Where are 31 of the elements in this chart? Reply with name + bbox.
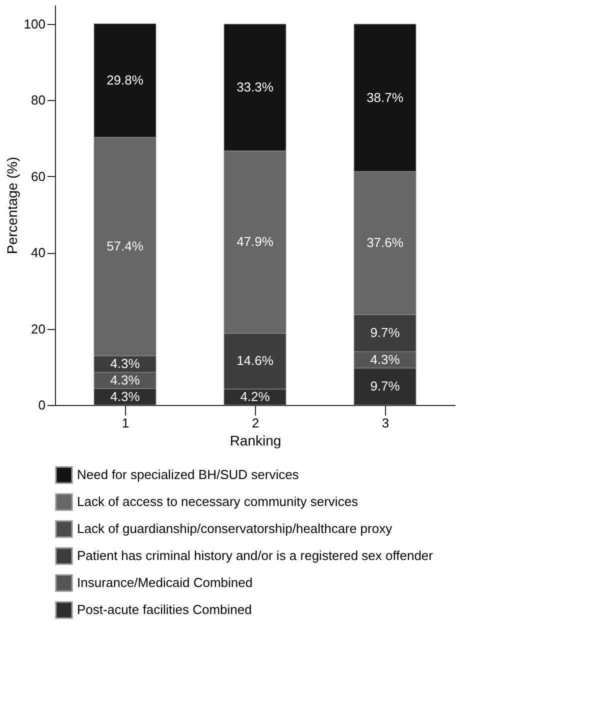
data-label: 38.7% — [366, 90, 404, 105]
x-axis-title: Ranking — [230, 432, 282, 448]
x-tick-label: 1 — [122, 416, 130, 430]
y-tick-label: 40 — [31, 245, 46, 260]
y-tick-label: 20 — [31, 321, 46, 336]
data-label: 4.3% — [370, 352, 400, 367]
data-label: 33.3% — [236, 79, 274, 94]
legend-label: Need for specialized BH/SUD services — [77, 467, 300, 482]
x-tick-label: 3 — [382, 416, 390, 430]
legend-label: Insurance/Medicaid Combined — [77, 575, 253, 590]
data-label: 9.7% — [370, 378, 400, 394]
y-tick-label: 80 — [31, 92, 46, 108]
data-label: 14.6% — [236, 353, 274, 368]
data-label: 47.9% — [236, 234, 274, 250]
y-tick-label: 60 — [31, 168, 46, 184]
data-label: 57.4% — [106, 238, 144, 254]
y-tick-label: 0 — [38, 398, 46, 412]
x-tick-label: 2 — [252, 416, 260, 430]
data-label: 37.6% — [366, 235, 404, 250]
legend-label: Lack of access to necessary community services — [77, 494, 359, 509]
legend-label: Post-acute facilities Combined — [77, 602, 252, 617]
y-axis-title: Percentage (%) — [4, 156, 20, 254]
data-label: 9.7% — [370, 325, 400, 340]
data-label: 29.8% — [106, 72, 144, 88]
data-label: 4.3% — [110, 372, 140, 388]
y-tick-label: 100 — [24, 16, 46, 32]
legend-label: Lack of guardianship/conservatorship/healthcare proxy — [77, 521, 393, 536]
data-label: 4.2% — [240, 389, 270, 404]
legend-label: Patient has criminal history and/or is a registered sex offender — [77, 548, 434, 563]
data-label: 4.3% — [110, 356, 140, 372]
data-label: 4.3% — [110, 388, 140, 404]
